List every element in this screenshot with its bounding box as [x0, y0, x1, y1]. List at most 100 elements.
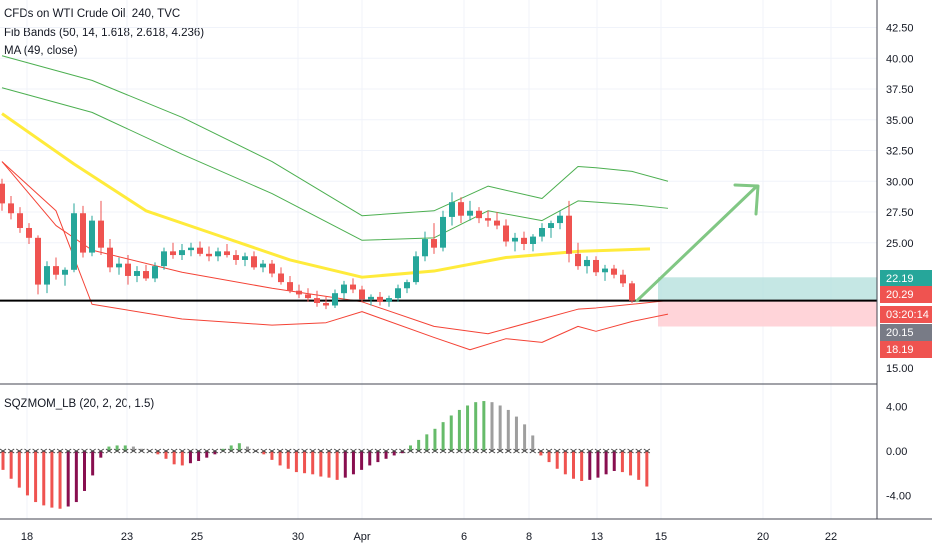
momentum-bar: [262, 451, 266, 455]
price-badge-label: 20.15: [886, 327, 914, 339]
momentum-bar: [91, 451, 95, 476]
squeeze-dot: [562, 448, 569, 454]
candle-body: [71, 213, 77, 270]
price-tick-label: 30.00: [886, 176, 914, 188]
price-badge: [880, 306, 932, 323]
momentum-bar: [368, 451, 372, 466]
price-badge-label: 20.29: [886, 289, 914, 301]
squeeze-dot: [89, 448, 96, 454]
time-axis-bg: [0, 519, 932, 550]
momentum-bar: [572, 451, 575, 479]
momentum-bar: [441, 422, 445, 451]
candle-body: [161, 251, 167, 267]
candle-body: [152, 266, 158, 279]
candle-body: [557, 215, 563, 224]
momentum-bar: [115, 445, 119, 451]
candle-body: [179, 250, 185, 256]
candle-body: [575, 253, 581, 267]
squeeze-dot: [464, 448, 471, 454]
candle-body: [584, 259, 590, 267]
candle-body: [98, 220, 104, 248]
ma-legend: MA (49, close): [4, 45, 78, 57]
squeeze-dot: [268, 448, 276, 454]
momentum-bar: [123, 445, 127, 451]
price-badge: [880, 270, 932, 287]
candle-body: [377, 296, 383, 302]
candle-body: [539, 227, 545, 237]
momentum-bar: [588, 451, 592, 480]
candle-body: [233, 255, 239, 260]
squeeze-dot: [309, 448, 316, 454]
squeeze-dot: [24, 448, 31, 454]
candle-body: [224, 251, 230, 256]
momentum-bar: [58, 451, 62, 509]
squeeze-dot: [350, 448, 357, 454]
time-tick-label: 18: [21, 531, 33, 543]
price-tick-label: 35.00: [886, 115, 914, 127]
momentum-bar: [319, 451, 323, 477]
squeeze-dot: [252, 448, 259, 454]
momentum-bar: [180, 451, 184, 466]
candle-body: [260, 263, 266, 268]
momentum-bar: [164, 451, 168, 459]
momentum-bar: [539, 451, 543, 456]
squeeze-dot: [170, 448, 178, 454]
squeeze-dot: [81, 448, 88, 454]
candle-body: [467, 210, 473, 216]
target-zone: [658, 277, 877, 301]
momentum-bar: [490, 402, 494, 451]
squeeze-dot: [537, 448, 545, 454]
candle-body: [116, 263, 122, 268]
momentum-bar: [563, 451, 567, 475]
squeeze-dot: [415, 448, 422, 454]
candle-body: [89, 220, 95, 253]
momentum-bar: [286, 451, 290, 469]
squeeze-dot: [423, 448, 431, 454]
candle-body: [431, 239, 437, 248]
ma-line: [1, 112, 651, 279]
momentum-bar: [1, 451, 5, 470]
momentum-bar: [360, 451, 364, 470]
momentum-bar: [384, 451, 388, 459]
candle-body: [611, 268, 617, 275]
momentum-bar: [156, 451, 160, 455]
momentum-bar: [604, 451, 608, 475]
candle-body: [422, 239, 428, 257]
momentum-tick-label: -4.00: [886, 490, 911, 502]
sqzmom-legend: SQZMOM_LB (20, 2, 20, 1.5): [4, 398, 155, 410]
squeeze-dot: [545, 448, 553, 454]
momentum-bar: [83, 451, 86, 491]
squeeze-dot: [260, 448, 268, 454]
candle-body: [53, 266, 59, 275]
squeeze-dot: [366, 448, 374, 454]
candle-body: [593, 259, 599, 273]
momentum-bar: [246, 446, 249, 451]
squeeze-dot: [513, 448, 520, 454]
time-tick-label: 30: [292, 531, 304, 543]
squeeze-dot: [390, 448, 398, 454]
stop-zone: [658, 300, 877, 327]
candle-body: [386, 298, 392, 302]
momentum-bar: [409, 445, 412, 451]
momentum-bar: [343, 451, 347, 478]
time-tick-label: 13: [591, 531, 603, 543]
momentum-bar: [351, 451, 355, 475]
candle-body: [287, 282, 293, 291]
squeeze-dot: [301, 448, 308, 454]
squeeze-dot: [16, 448, 23, 454]
squeeze-dot: [40, 448, 48, 454]
momentum-bar: [237, 443, 241, 451]
momentum-bar: [270, 451, 274, 460]
candle-body: [458, 202, 464, 216]
squeeze-dot: [610, 448, 618, 454]
squeeze-dot: [553, 448, 561, 454]
momentum-bar: [392, 451, 396, 456]
squeeze-dot: [284, 448, 292, 454]
squeeze-dot: [293, 448, 300, 454]
momentum-bar: [99, 451, 103, 458]
squeeze-dot: [472, 448, 479, 454]
squeeze-dot: [333, 448, 341, 454]
momentum-bar: [9, 451, 13, 479]
price-badge: [880, 341, 932, 358]
